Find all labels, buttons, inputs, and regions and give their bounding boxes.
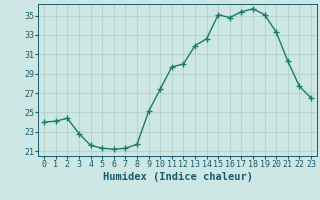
X-axis label: Humidex (Indice chaleur): Humidex (Indice chaleur) xyxy=(103,172,252,182)
